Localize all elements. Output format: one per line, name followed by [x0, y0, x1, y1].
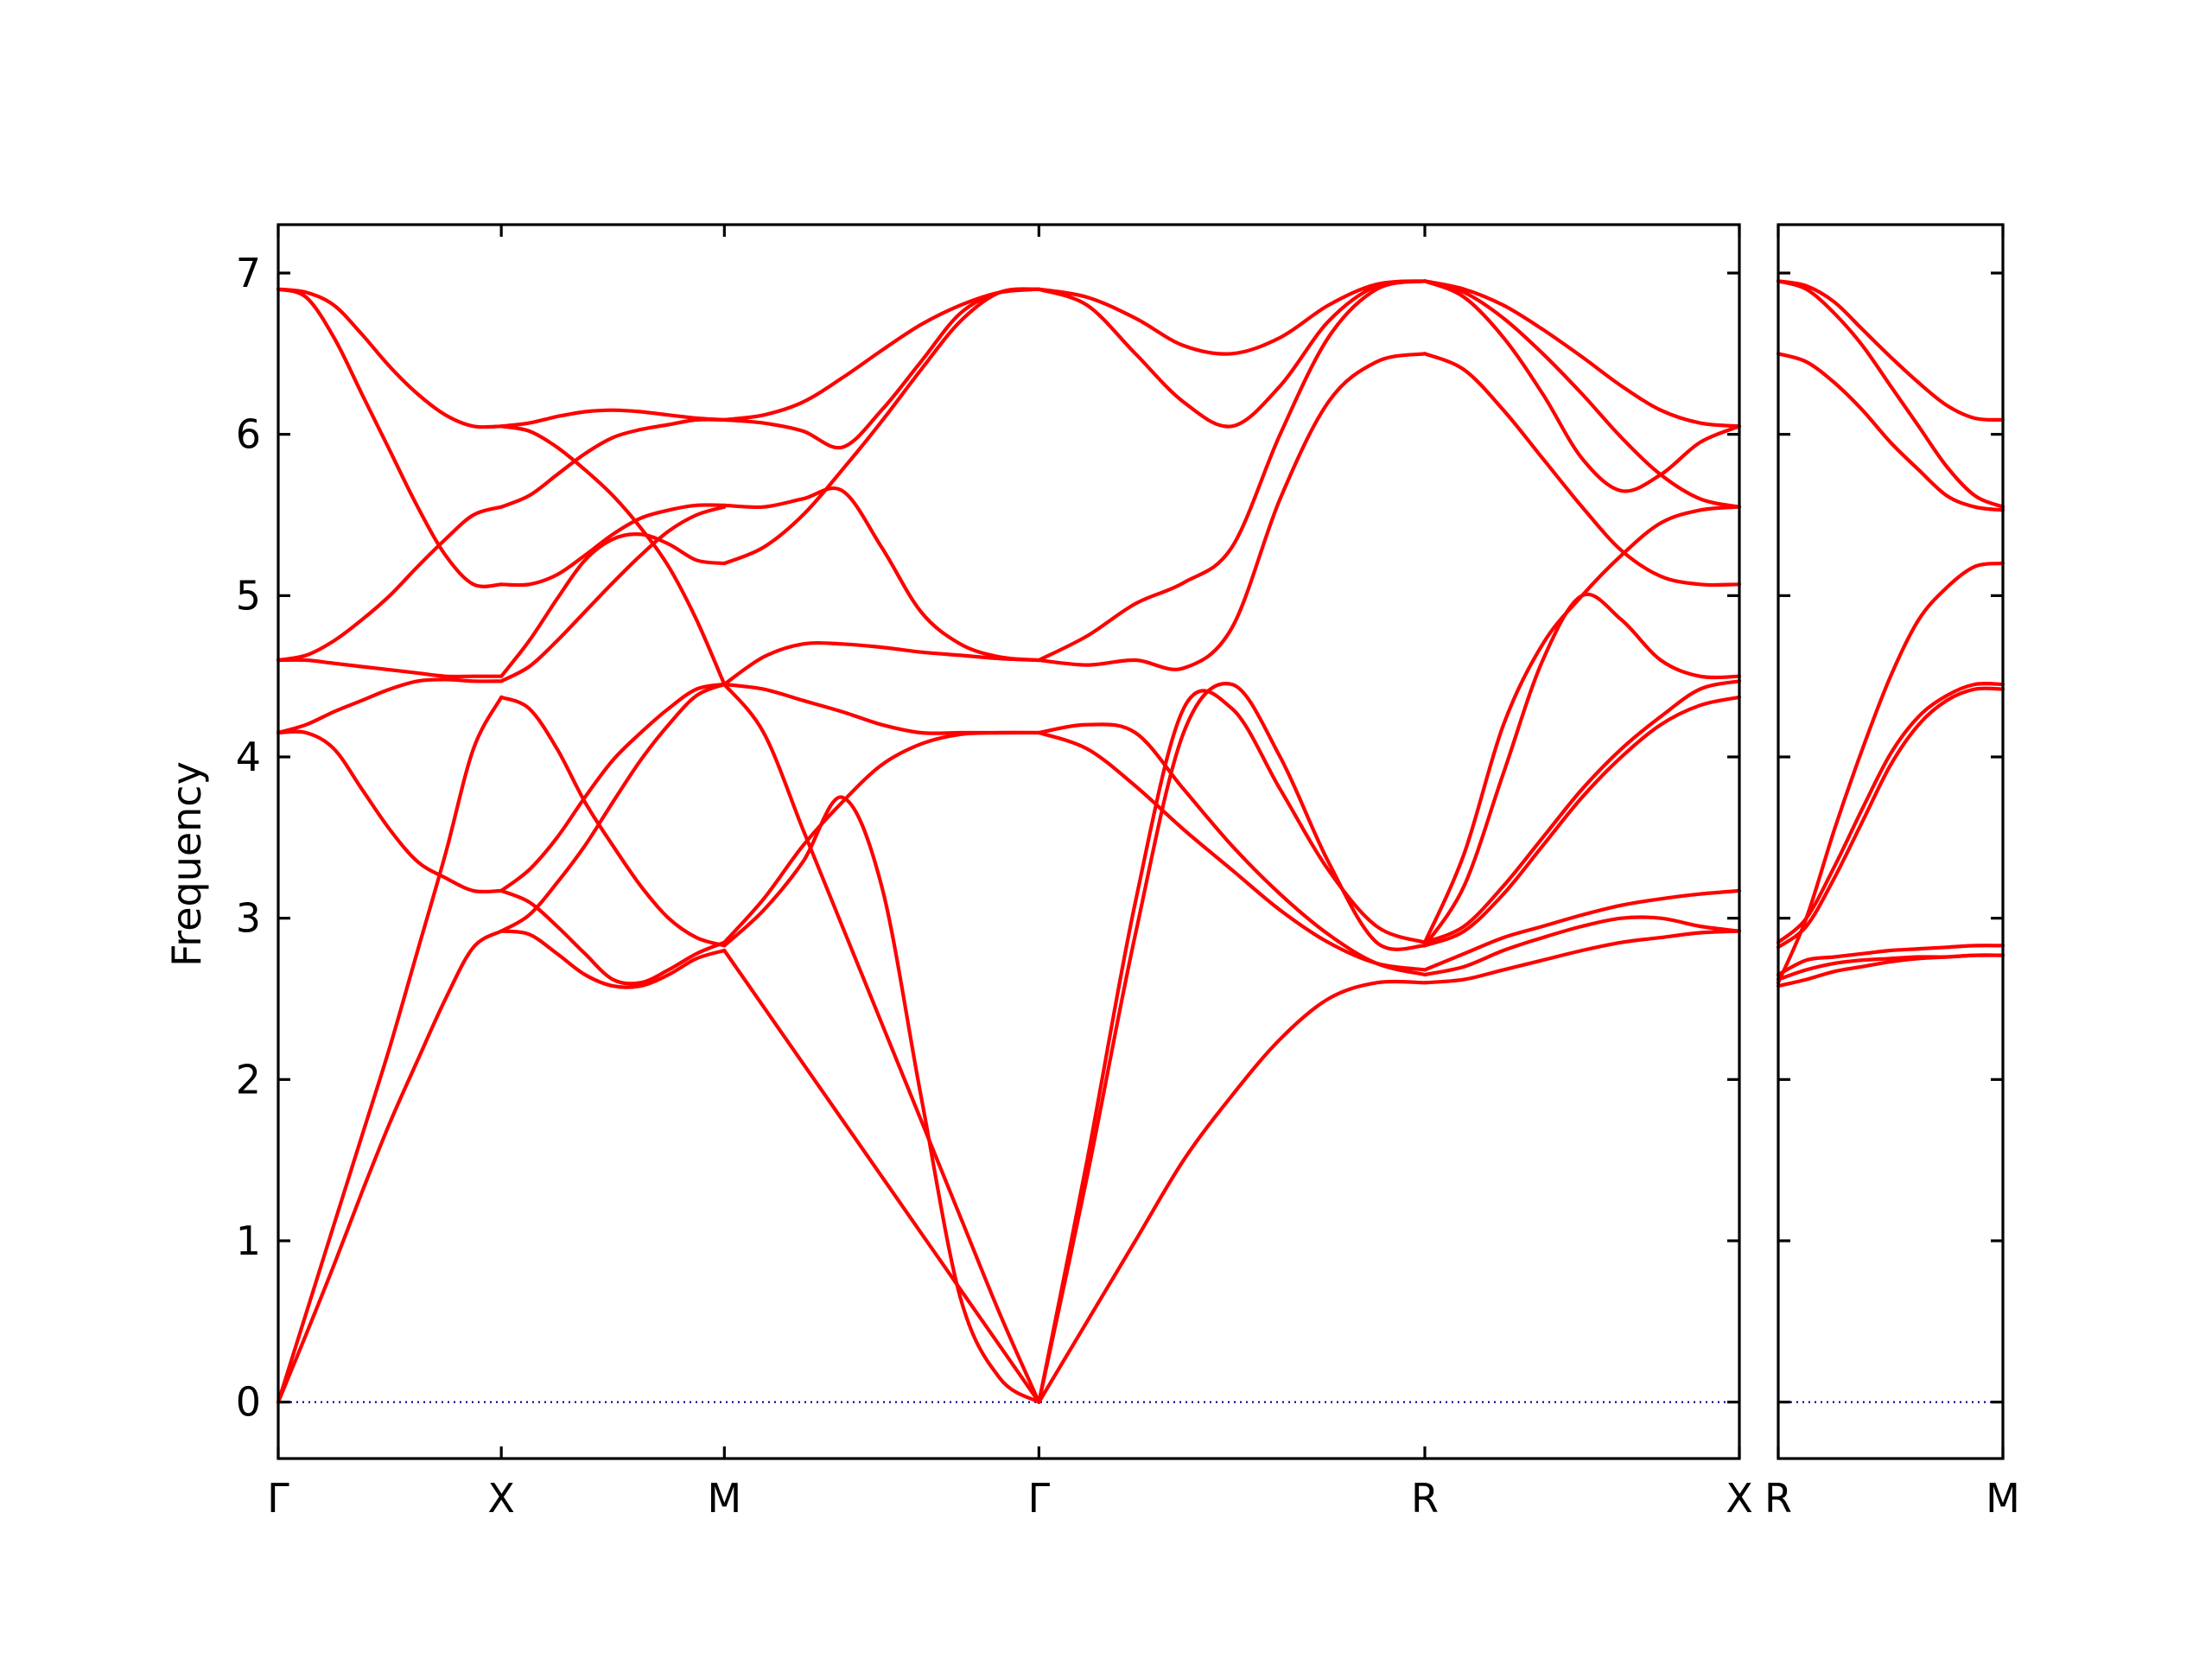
band-line-p0-s4-b3 — [1422, 695, 1742, 948]
band-line-p0-s4-b0 — [1422, 929, 1742, 985]
y-tick-label: 1 — [236, 1217, 261, 1264]
band-line-p0-s3-b7 — [1037, 279, 1427, 429]
band-line-p0-s0-b0 — [276, 929, 504, 1404]
x-tick-label: Γ — [267, 1475, 289, 1522]
x-tick-label: M — [707, 1475, 741, 1522]
band-line-p0-s0-b4 — [276, 658, 504, 679]
y-tick-label: 7 — [236, 250, 261, 296]
band-line-p0-s3-b2 — [1037, 682, 1427, 1404]
band-line-p0-s4-b2 — [1422, 888, 1742, 972]
band-line-p0-s0-b7 — [276, 287, 504, 429]
band-line-p0-s4-b9 — [1422, 279, 1742, 509]
axes-frame — [276, 223, 1741, 1460]
band-line-p0-s1-b2 — [499, 695, 727, 948]
band-line-p0-s4-b4 — [1422, 679, 1742, 944]
band-line-p0-s0-b2 — [276, 729, 504, 894]
band-line-p1-s0-b4 — [1776, 681, 2005, 944]
band-panel-main: 0 1 2 3 4 5 6 7 Γ X M Γ R X — [236, 223, 1753, 1522]
band-line-p0-s1-b8 — [499, 417, 727, 509]
y-tick-label: 0 — [236, 1379, 261, 1426]
band-line-p0-s3-b3 — [1037, 730, 1427, 972]
band-line-p0-s1-b9 — [499, 408, 727, 429]
x-tick-label: R — [1411, 1475, 1439, 1522]
x-tick-label: Γ — [1028, 1475, 1051, 1522]
band-line-p0-s3-b4 — [1037, 722, 1427, 977]
band-line-p0-s2-b9 — [722, 287, 1041, 422]
band-line-p0-s3-b0 — [1037, 979, 1427, 1404]
x-tick-label: M — [1986, 1475, 2020, 1522]
band-line-p0-s2-b1 — [722, 682, 1041, 1404]
band-line-p0-s3-b1 — [1037, 689, 1427, 1404]
band-line-p1-s0-b1 — [1776, 953, 2005, 982]
band-line-p0-s0-b5 — [276, 505, 504, 663]
band-line-p0-s1-b7 — [499, 532, 727, 678]
band-line-p1-s0-b8 — [1776, 279, 2005, 423]
band-line-p0-s4-b10 — [1422, 279, 1742, 429]
y-tick-label: 6 — [236, 411, 261, 458]
band-line-p0-s2-b4 — [722, 682, 1041, 735]
y-tick-label: 5 — [236, 572, 261, 619]
band-line-p0-s3-b5 — [1037, 352, 1427, 671]
band-line-p0-s1-b3 — [499, 682, 727, 933]
x-tick-label: R — [1764, 1475, 1792, 1522]
band-line-p0-s2-b2 — [722, 795, 1041, 1404]
band-line-p0-s0-b6 — [276, 287, 504, 588]
y-tick-label: 3 — [236, 895, 261, 942]
band-line-p0-s0-b3 — [276, 677, 504, 735]
y-tick-label: 2 — [236, 1056, 261, 1103]
band-line-p1-s0-b6 — [1776, 352, 2005, 512]
y-axis-title: Frequency — [163, 761, 210, 967]
band-line-p1-s0-b2 — [1776, 944, 2005, 977]
band-line-p0-s2-b6 — [722, 486, 1041, 663]
band-line-p0-s1-b4 — [499, 682, 727, 893]
band-line-p0-s1-b5 — [499, 505, 727, 683]
band-line-p0-s4-b5 — [1422, 592, 1742, 948]
band-line-p1-s0-b3 — [1776, 686, 2005, 950]
band-line-p0-s3-b6 — [1037, 279, 1427, 663]
x-tick-label: X — [1726, 1475, 1753, 1522]
band-line-p0-s0-b1 — [276, 695, 504, 1404]
band-line-p0-s1-b10 — [499, 424, 727, 687]
band-line-p0-s4-b1 — [1422, 915, 1742, 977]
x-tick-label: X — [487, 1475, 515, 1522]
band-line-p0-s4-b8 — [1422, 279, 1742, 493]
band-line-p0-s4-b7 — [1422, 352, 1742, 588]
band-line-p0-s4-b6 — [1422, 505, 1742, 944]
band-line-p0-s2-b3 — [722, 730, 1041, 944]
y-tick-label: 4 — [236, 734, 261, 780]
band-line-p0-s2-b5 — [722, 640, 1041, 687]
band-line-p0-s3-b8 — [1037, 279, 1427, 356]
band-line-p0-s2-b0 — [722, 948, 1041, 1404]
band-line-p0-s2-b7 — [722, 287, 1041, 566]
axes-frame — [1777, 223, 2005, 1460]
band-line-p0-s1-b6 — [499, 503, 727, 588]
band-line-p0-s1-b0 — [499, 929, 727, 989]
band-line-p1-s0-b5 — [1776, 561, 2005, 985]
band-line-p1-s0-b7 — [1776, 279, 2005, 509]
